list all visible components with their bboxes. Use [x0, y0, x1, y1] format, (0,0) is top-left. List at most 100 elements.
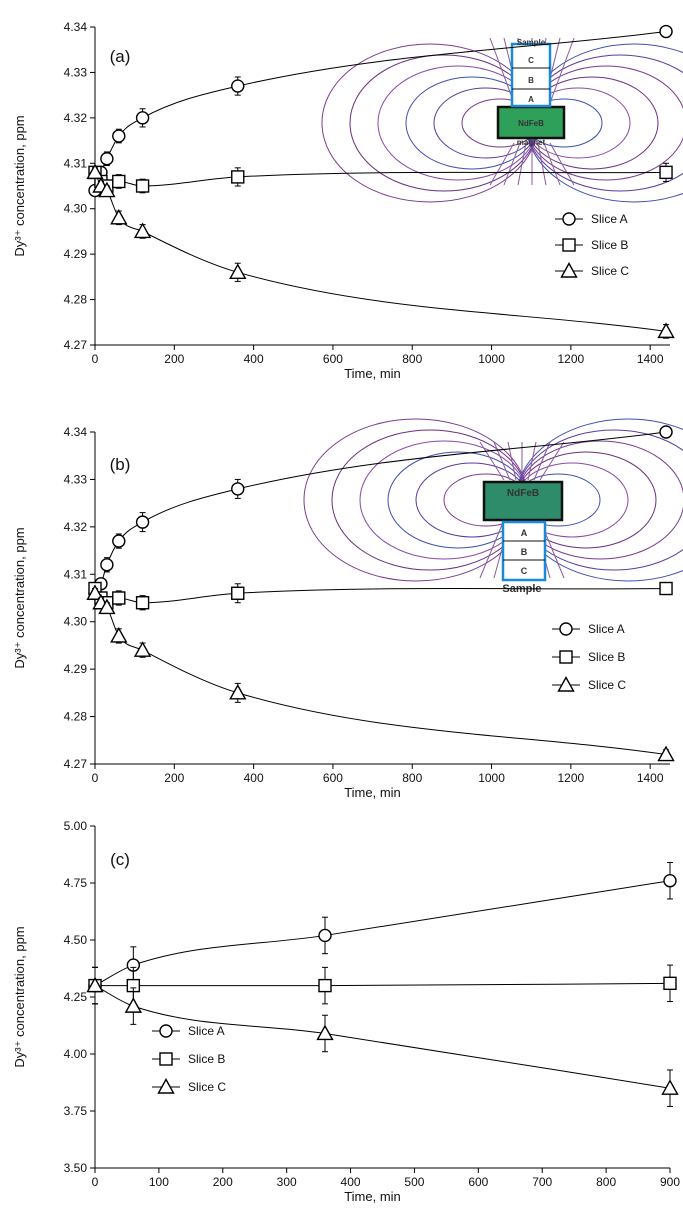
data-point — [112, 129, 126, 143]
series-line — [94, 592, 667, 756]
y-tick-label: 4.00 — [64, 1047, 88, 1061]
data-point — [229, 263, 247, 280]
x-tick-label: 400 — [244, 771, 264, 785]
x-tick-label: 1400 — [637, 352, 664, 366]
x-tick-label: 600 — [323, 771, 343, 785]
x-tick-label: 800 — [402, 352, 422, 366]
field-line — [539, 441, 565, 481]
data-point — [659, 581, 673, 596]
magnet-block — [482, 480, 564, 522]
inset-label: B — [521, 547, 528, 557]
data-point — [135, 179, 150, 193]
data-point — [86, 163, 104, 180]
y-tick-label: 4.25 — [64, 990, 88, 1004]
data-point — [100, 558, 114, 572]
sample-tube — [510, 42, 552, 108]
data-point — [231, 482, 245, 496]
series-line — [94, 982, 671, 987]
legend-label: Slice B — [591, 238, 628, 252]
y-tick-label: 3.75 — [64, 1104, 88, 1118]
field-line — [533, 441, 551, 481]
x-tick-label: 600 — [468, 1175, 488, 1189]
data-point — [100, 152, 114, 166]
y-tick-label: 4.30 — [64, 615, 88, 629]
series-line — [94, 172, 667, 332]
y-tick-label: 5.00 — [64, 819, 88, 833]
y-tick-label: 4.29 — [64, 247, 88, 261]
field-line — [549, 37, 575, 104]
legend-label: Slice A — [188, 1024, 225, 1038]
legend-label: Slice B — [188, 1052, 225, 1066]
x-tick-label: 400 — [341, 1175, 361, 1189]
series-slice-c — [86, 163, 675, 339]
field-line — [537, 142, 547, 186]
y-tick-label: 4.75 — [64, 876, 88, 890]
sample-tube — [501, 520, 547, 582]
data-point — [659, 165, 673, 180]
y-tick-label: 4.27 — [64, 757, 88, 771]
series-slice-c — [86, 584, 675, 762]
x-axis-label: Time, min — [344, 366, 401, 381]
legend-marker — [560, 262, 578, 278]
data-point — [133, 641, 152, 657]
inset-label: NdFeB — [507, 488, 539, 499]
series-line — [94, 985, 671, 1089]
data-point — [124, 997, 143, 1013]
panel-label: (b) — [110, 455, 131, 474]
x-tick-label: 1000 — [478, 771, 505, 785]
data-point — [657, 745, 675, 762]
data-point — [663, 874, 677, 888]
x-tick-label: 1200 — [558, 352, 585, 366]
legend-label: Slice B — [588, 650, 625, 664]
legend: Slice A Slice B Slice C — [552, 622, 626, 692]
legend-label: Slice C — [591, 264, 629, 278]
x-tick-label: 0 — [92, 352, 99, 366]
field-line — [527, 441, 537, 481]
x-tick-label: 300 — [277, 1175, 297, 1189]
y-tick-label: 4.28 — [64, 293, 88, 307]
y-tick-label: 4.34 — [64, 425, 88, 439]
y-tick-label: 4.50 — [64, 933, 88, 947]
inset-label: NdFeB — [518, 119, 544, 128]
field-line — [479, 441, 505, 481]
legend-marker — [159, 1024, 173, 1038]
inset-label: C — [528, 56, 534, 65]
inset-label: Sample — [517, 38, 546, 47]
data-point — [98, 181, 116, 198]
chart-panel-b: 4.27 4.28 4.29 4.30 4.31 4.32 4.33 4.34 0 200 400 6… — [12, 418, 683, 800]
data-point — [86, 584, 104, 600]
y-tick-label: 4.32 — [64, 111, 88, 125]
data-point — [231, 586, 245, 600]
inset-label: A — [528, 95, 534, 104]
y-tick-label: 4.30 — [64, 202, 88, 216]
field-line — [517, 142, 527, 186]
y-tick-label: 4.29 — [64, 662, 88, 676]
x-tick-label: 200 — [164, 352, 184, 366]
y-tick-label: 3.50 — [64, 1161, 88, 1175]
x-axis-label: Time, min — [344, 785, 401, 800]
series-line — [94, 31, 667, 191]
legend-label: Slice A — [588, 622, 625, 636]
y-tick-label: 4.31 — [64, 567, 88, 581]
data-point — [98, 598, 116, 615]
legend-marker — [557, 676, 575, 692]
x-tick-label: 1200 — [558, 771, 585, 785]
x-tick-label: 600 — [323, 352, 343, 366]
y-axis-label: Dy³⁺ concentration, ppm — [12, 527, 27, 668]
x-tick-label: 900 — [660, 1175, 680, 1189]
data-point — [318, 978, 332, 993]
x-axis-label: Time, min — [344, 1189, 401, 1204]
legend-marker — [559, 622, 573, 636]
y-tick-label: 4.32 — [64, 520, 88, 534]
x-tick-label: 800 — [596, 1175, 616, 1189]
legend-marker — [559, 650, 573, 664]
x-tick-label: 1400 — [637, 771, 664, 785]
series-line — [94, 588, 667, 604]
legend-label: Slice C — [188, 1080, 226, 1094]
legend-marker — [159, 1052, 173, 1066]
field-line — [479, 519, 505, 579]
x-tick-label: 500 — [404, 1175, 424, 1189]
y-tick-label: 4.33 — [64, 472, 88, 486]
data-point — [657, 322, 675, 339]
field-line — [493, 441, 511, 481]
